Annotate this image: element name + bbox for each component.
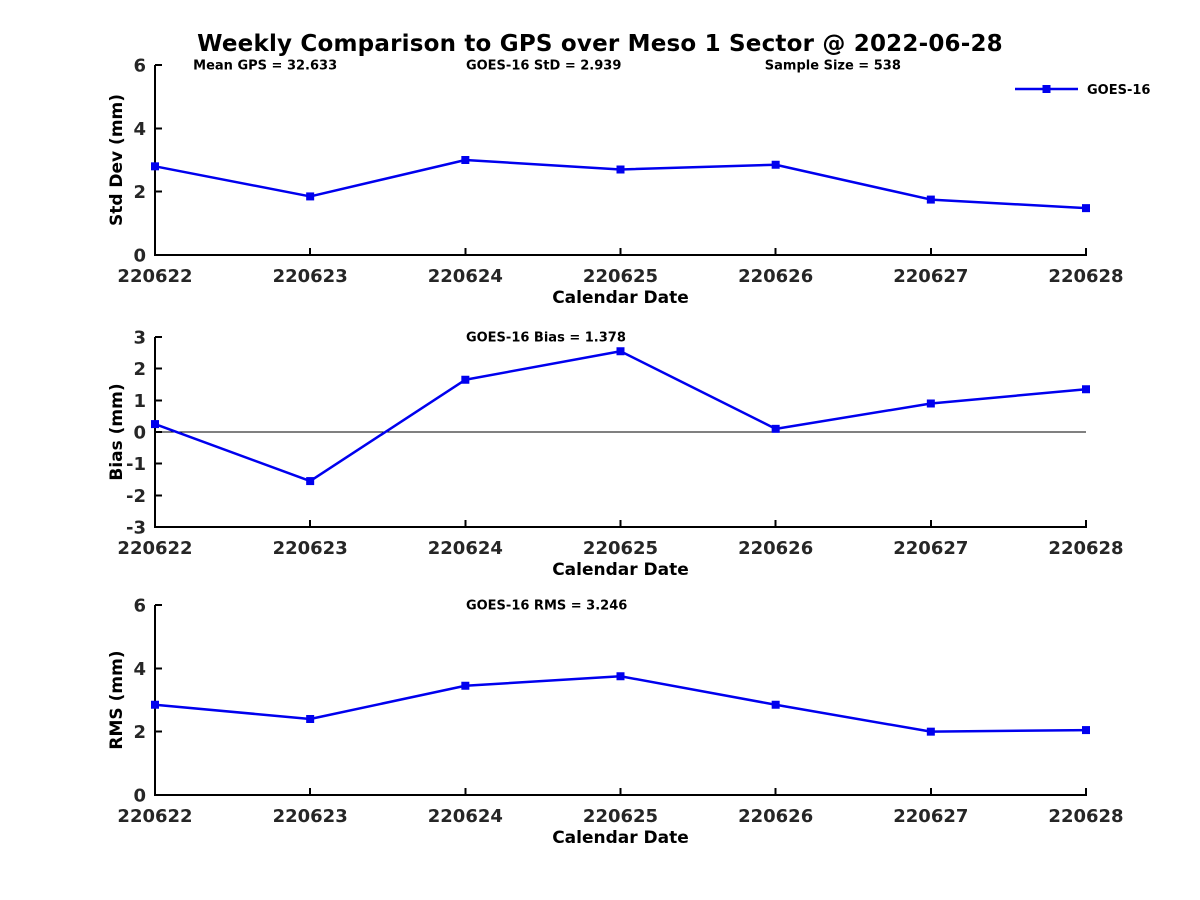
x-tick-label: 220627 (893, 806, 968, 827)
x-axis-label: Calendar Date (552, 288, 689, 308)
x-tick-label: 220627 (893, 266, 968, 287)
x-tick-label: 220628 (1048, 806, 1123, 827)
x-axis-label: Calendar Date (552, 560, 689, 580)
data-point-marker (616, 165, 625, 174)
y-tick-label: -2 (126, 486, 146, 507)
legend-marker (1042, 85, 1051, 93)
data-point-marker (306, 477, 315, 486)
y-tick-label: 3 (133, 328, 146, 349)
data-point-marker (1082, 204, 1090, 213)
x-tick-label: 220622 (117, 266, 192, 287)
y-tick-label: 0 (133, 423, 146, 444)
data-point-marker (151, 420, 159, 429)
y-tick-label: 2 (133, 359, 146, 380)
x-tick-label: 220623 (273, 538, 348, 559)
y-tick-label: 0 (133, 246, 146, 267)
data-point-marker (306, 715, 315, 723)
data-point-marker (461, 375, 470, 384)
x-tick-label: 220624 (428, 806, 503, 827)
data-point-marker (771, 424, 780, 433)
data-point-marker (771, 700, 780, 709)
y-tick-label: -1 (126, 454, 146, 475)
annotation-text: GOES-16 StD = 2.939 (466, 59, 621, 74)
x-tick-label: 220622 (117, 806, 192, 827)
rms-plot: 0 2 4 6 220622 220623 220624 220625 220626 220627… (107, 596, 1124, 849)
std_dev-plot: 0 2 4 6 220622 220623 220624 220625 220626 220627… (107, 56, 1150, 309)
data-point-marker (151, 162, 159, 171)
x-axis-label: Calendar Date (552, 828, 689, 848)
y-tick-label: 2 (133, 722, 146, 743)
x-tick-label: 220624 (428, 266, 503, 287)
y-axis-label: Bias (mm) (107, 383, 127, 480)
data-point-marker (616, 672, 625, 681)
data-point-marker (926, 195, 935, 204)
y-tick-label: 4 (133, 659, 146, 680)
annotation-text: Sample Size = 538 (765, 59, 901, 74)
x-tick-label: 220628 (1048, 538, 1123, 559)
data-point-marker (461, 156, 470, 164)
y-tick-label: 1 (133, 391, 146, 412)
x-tick-label: 220626 (738, 266, 813, 287)
y-tick-label: 6 (133, 596, 146, 617)
y-tick-label: 6 (133, 56, 146, 77)
data-point-marker (1082, 726, 1090, 735)
x-tick-label: 220625 (583, 266, 658, 287)
x-tick-label: 220623 (273, 266, 348, 287)
x-tick-label: 220622 (117, 538, 192, 559)
data-point-marker (616, 347, 625, 356)
data-point-marker (1082, 385, 1090, 394)
data-point-marker (771, 160, 780, 169)
x-tick-label: 220628 (1048, 266, 1123, 287)
annotation-text: GOES-16 RMS = 3.246 (466, 599, 627, 614)
figure-title: Weekly Comparison to GPS over Meso 1 Sec… (197, 31, 1003, 57)
series-line (154, 675, 1087, 733)
annotation-text: GOES-16 Bias = 1.378 (466, 331, 626, 346)
legend-label: GOES-16 (1087, 83, 1150, 98)
data-point-marker (926, 727, 935, 736)
data-point-marker (461, 681, 470, 690)
annotation-text: Mean GPS = 32.633 (193, 59, 337, 74)
y-axis-label: Std Dev (mm) (107, 94, 127, 226)
x-tick-label: 220625 (583, 806, 658, 827)
series-line (154, 350, 1087, 483)
y-tick-label: 0 (133, 786, 146, 807)
data-point-marker (306, 192, 315, 201)
y-axis-label: RMS (mm) (107, 650, 127, 749)
data-point-marker (151, 700, 159, 709)
x-tick-label: 220624 (428, 538, 503, 559)
y-tick-label: -3 (126, 518, 146, 539)
legend: GOES-16 (1015, 83, 1150, 98)
x-tick-label: 220623 (273, 806, 348, 827)
x-tick-label: 220626 (738, 538, 813, 559)
x-tick-label: 220625 (583, 538, 658, 559)
x-tick-label: 220627 (893, 538, 968, 559)
y-tick-label: 4 (133, 119, 146, 140)
x-tick-label: 220626 (738, 806, 813, 827)
data-point-marker (926, 399, 935, 408)
y-tick-label: 2 (133, 182, 146, 203)
